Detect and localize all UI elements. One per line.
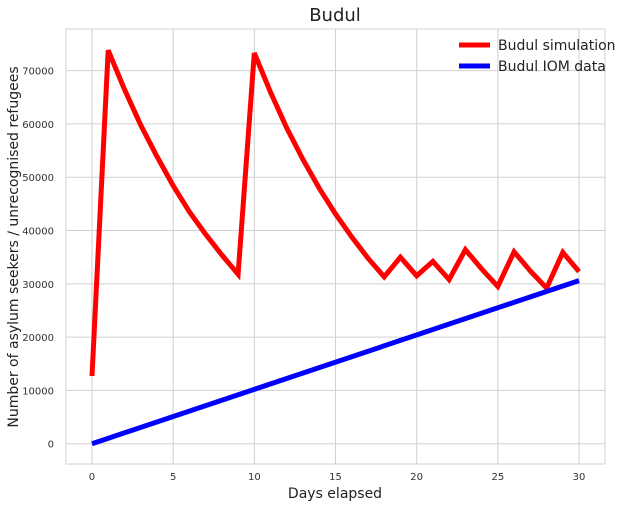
chart-title: Budul <box>309 5 361 26</box>
x-tick-label: 10 <box>248 472 261 483</box>
x-tick-label: 20 <box>410 472 423 483</box>
x-tick-label: 15 <box>329 472 342 483</box>
tick-labels: 0 5 10 15 20 25 30 0 10000 20000 30000 40000 50000 60… <box>22 67 585 483</box>
x-axis-label: Days elapsed <box>288 486 382 502</box>
y-tick-label: 10000 <box>22 386 54 397</box>
legend: Budul simulation Budul IOM data <box>459 38 616 75</box>
series-lines <box>89 49 581 447</box>
legend-label-budul-iom-data: Budul IOM data <box>498 59 606 75</box>
x-tick-label: 5 <box>170 472 176 483</box>
y-tick-label: 20000 <box>22 333 54 344</box>
y-tick-label: 30000 <box>22 280 54 291</box>
y-tick-label: 0 <box>48 440 54 451</box>
legend-label-budul-simulation: Budul simulation <box>498 38 616 54</box>
y-axis-label: Number of asylum seekers / unrecognised … <box>6 66 22 427</box>
x-tick-label: 25 <box>491 472 504 483</box>
grid <box>66 29 605 464</box>
x-tick-label: 30 <box>573 472 586 483</box>
x-tick-label: 0 <box>89 472 95 483</box>
y-tick-label: 40000 <box>22 227 54 238</box>
series-line-budul-iom-data <box>91 278 580 447</box>
series-line-budul-simulation <box>89 49 581 377</box>
plot-area <box>65 28 606 465</box>
y-tick-label: 50000 <box>22 173 54 184</box>
y-tick-label: 60000 <box>22 120 54 131</box>
y-tick-label: 70000 <box>22 67 54 78</box>
